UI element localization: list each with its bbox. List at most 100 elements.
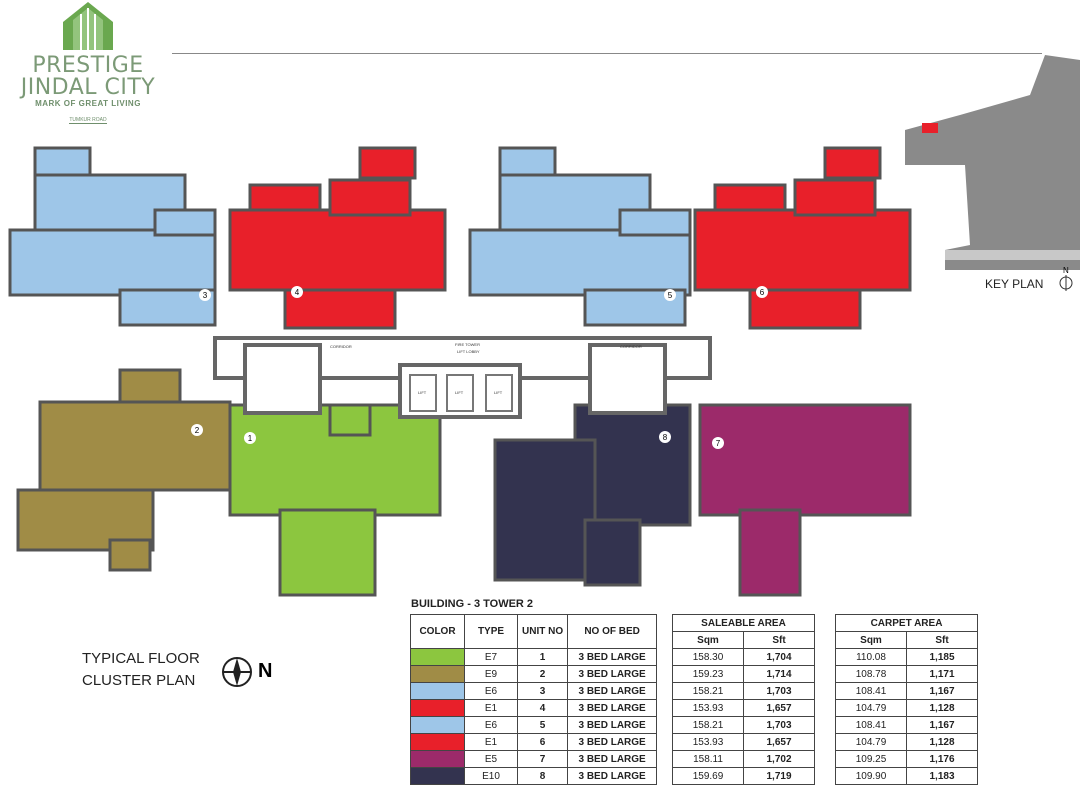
unit-2: 2 xyxy=(16,368,232,572)
key-plan: N xyxy=(905,55,1080,291)
table-row: 158.21 1,703 xyxy=(672,716,815,734)
north-compass-icon xyxy=(222,657,252,687)
carpet-sqm-cell: 108.41 xyxy=(835,682,907,700)
logo-line1: PRESTIGE xyxy=(32,53,144,78)
carpet-sqm-cell: 104.79 xyxy=(835,699,907,717)
saleable-sqm-cell: 158.21 xyxy=(672,716,744,734)
saleable-sqm-cell: 153.93 xyxy=(672,733,744,751)
table-row: 153.93 1,657 xyxy=(672,699,815,717)
unit-room xyxy=(38,400,232,492)
key-plan-highlight xyxy=(922,123,938,133)
unit-room xyxy=(8,228,217,297)
saleable-sqm-cell: 153.93 xyxy=(672,699,744,717)
unit-room xyxy=(738,508,802,597)
unit-room xyxy=(698,403,912,517)
lift-1 xyxy=(409,374,437,412)
carpet-sqm-cell: 108.41 xyxy=(835,716,907,734)
saleable-sqm-cell: 158.21 xyxy=(672,682,744,700)
unit-cell: 7 xyxy=(516,750,569,768)
unit-room xyxy=(228,208,447,292)
unit-room xyxy=(328,178,412,217)
header-divider xyxy=(172,53,1042,54)
unit-room xyxy=(33,173,187,232)
unit-number-badge xyxy=(199,289,211,301)
table-row: E1 4 3 BED LARGE xyxy=(410,699,658,717)
carpet-sft-cell: 1,171 xyxy=(906,665,978,683)
saleable-sft-cell: 1,703 xyxy=(743,682,815,700)
saleable-sft-cell: 1,714 xyxy=(743,665,815,683)
unit-room xyxy=(278,508,377,597)
carpet-sft-header: Sft xyxy=(906,631,978,649)
lift-2 xyxy=(446,374,474,412)
type-cell: E6 xyxy=(464,682,518,700)
lift-label: LIFT xyxy=(455,390,464,395)
bed-cell: 3 BED LARGE xyxy=(567,699,658,717)
unit-number: 4 xyxy=(295,288,300,297)
fire-tower-label: FIRE TOWER xyxy=(455,342,480,347)
table-row: 158.21 1,703 xyxy=(672,682,815,700)
saleable-sft-cell: 1,657 xyxy=(743,699,815,717)
table-row: 158.30 1,704 xyxy=(672,648,815,666)
table-row: E7 1 3 BED LARGE xyxy=(410,648,658,666)
unit-cell: 6 xyxy=(516,733,569,751)
table-row: 159.69 1,719 xyxy=(672,767,815,785)
unit-number-badge xyxy=(664,289,676,301)
col-unit-no: UNIT NO xyxy=(516,614,569,649)
unit-3: 3 xyxy=(8,146,217,327)
saleable-sqm-cell: 159.69 xyxy=(672,767,744,785)
unit-room xyxy=(793,178,877,217)
unit-room xyxy=(583,518,642,587)
color-swatch xyxy=(410,767,465,785)
logo-building-icon xyxy=(63,2,113,50)
table-row: E5 7 3 BED LARGE xyxy=(410,750,658,768)
unit-6: 6 xyxy=(693,146,912,330)
lift-label: LIFT xyxy=(494,390,503,395)
logo-tagline: MARK OF GREAT LIVING xyxy=(35,99,141,108)
table-row: 110.08 1,185 xyxy=(835,648,978,666)
bed-cell: 3 BED LARGE xyxy=(567,682,658,700)
bed-cell: 3 BED LARGE xyxy=(567,733,658,751)
unit-room xyxy=(248,183,322,212)
carpet-sqm-cell: 109.25 xyxy=(835,750,907,768)
saleable-sqm-header: Sqm xyxy=(672,631,744,649)
saleable-area-header: SALEABLE AREA xyxy=(672,614,815,632)
table-row: E1 6 3 BED LARGE xyxy=(410,733,658,751)
unit-number: 2 xyxy=(195,426,200,435)
carpet-sqm-cell: 104.79 xyxy=(835,733,907,751)
unit-number: 3 xyxy=(203,291,208,300)
table-row: E9 2 3 BED LARGE xyxy=(410,665,658,683)
carpet-sqm-header: Sqm xyxy=(835,631,907,649)
north-label: N xyxy=(258,660,273,682)
key-plan-label: KEY PLAN xyxy=(985,277,1044,291)
type-cell: E9 xyxy=(464,665,518,683)
color-swatch xyxy=(410,733,465,751)
saleable-sqm-cell: 158.11 xyxy=(672,750,744,768)
unit-room xyxy=(823,146,882,180)
cluster-plan-title: TYPICAL FLOOR CLUSTER PLAN xyxy=(82,648,200,692)
table-row: 158.11 1,702 xyxy=(672,750,815,768)
unit-room xyxy=(153,208,217,237)
table-row: 104.79 1,128 xyxy=(835,699,978,717)
table-row: E6 5 3 BED LARGE xyxy=(410,716,658,734)
unit-room xyxy=(328,403,372,437)
stair-left xyxy=(243,343,322,415)
type-cell: E5 xyxy=(464,750,518,768)
unit-room xyxy=(283,288,397,330)
unit-number: 6 xyxy=(760,288,765,297)
carpet-sft-cell: 1,176 xyxy=(906,750,978,768)
table-row: 109.25 1,176 xyxy=(835,750,978,768)
table-row: 104.79 1,128 xyxy=(835,733,978,751)
carpet-sft-cell: 1,167 xyxy=(906,682,978,700)
unit-room xyxy=(618,208,692,237)
unit-table: COLOR TYPE UNIT NO NO OF BED E7 1 3 BED LA… xyxy=(410,614,658,785)
carpet-sft-cell: 1,128 xyxy=(906,699,978,717)
unit-number-badge xyxy=(291,286,303,298)
table-title: BUILDING - 3 TOWER 2 xyxy=(411,598,534,610)
carpet-sqm-cell: 110.08 xyxy=(835,648,907,666)
saleable-area-table: SALEABLE AREA Sqm Sft 158.30 1,704 159.23 1,… xyxy=(672,614,815,785)
color-swatch xyxy=(410,750,465,768)
table-row: 109.90 1,183 xyxy=(835,767,978,785)
unit-room xyxy=(748,288,862,330)
table-row: E6 3 3 BED LARGE xyxy=(410,682,658,700)
type-cell: E1 xyxy=(464,733,518,751)
